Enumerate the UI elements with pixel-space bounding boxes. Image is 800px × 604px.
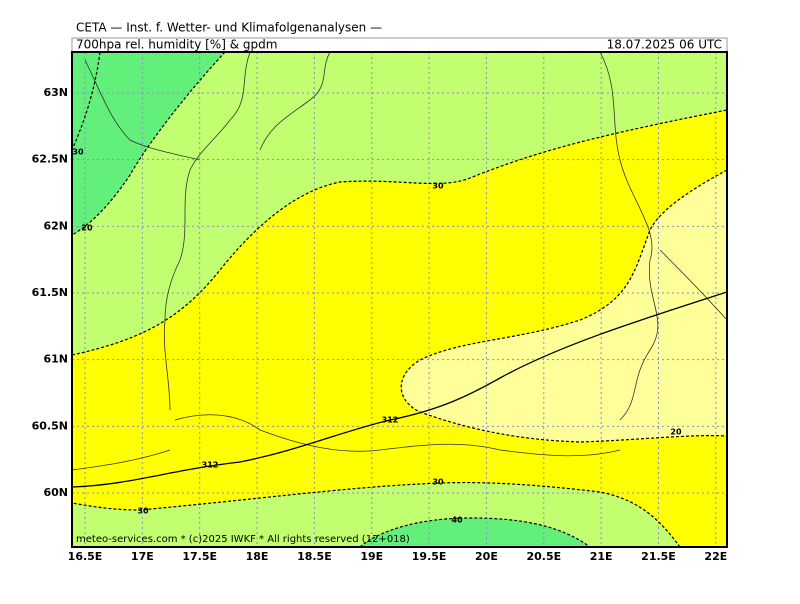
- footer: meteo-services.com * (c)2025 IWKF * All …: [76, 534, 410, 545]
- coastline: [163, 52, 659, 457]
- contour-label: 30: [432, 478, 444, 487]
- x-axis-label: 19E: [360, 550, 383, 563]
- contour-line: [72, 481, 681, 547]
- y-axis-label: 62.5N: [32, 153, 68, 166]
- y-axis-label: 60N: [43, 486, 68, 499]
- contour-label: 30: [72, 148, 84, 157]
- map-frame: [71, 51, 728, 548]
- contour-line: [72, 52, 101, 151]
- contour-label: 312: [202, 461, 219, 470]
- y-axis-label: 63N: [43, 86, 68, 99]
- x-axis-label: 19.5E: [412, 550, 447, 563]
- y-axis-label: 60.5N: [32, 419, 68, 432]
- grid: [72, 52, 727, 547]
- contour-label: 20: [81, 224, 93, 233]
- contour-line: [72, 109, 727, 356]
- x-axis-label: 20E: [475, 550, 498, 563]
- map-area: [72, 52, 727, 547]
- contour-label: 312: [382, 416, 399, 425]
- x-axis-label: 22E: [704, 550, 727, 563]
- x-axis-label: 17.5E: [182, 550, 217, 563]
- contour-line: [72, 52, 226, 236]
- y-axis-label: 61.5N: [32, 286, 68, 299]
- contour-label: 30: [137, 507, 149, 516]
- geopotential-line: [72, 291, 727, 488]
- contour-label: 30: [432, 182, 444, 191]
- contour-line: [359, 517, 591, 547]
- x-axis-label: 18E: [246, 550, 269, 563]
- valid-time: 18.07.2025 06 UTC: [607, 38, 722, 52]
- x-axis-label: 18.5E: [297, 550, 332, 563]
- x-axis-label: 21E: [590, 550, 613, 563]
- x-axis-label: 21.5E: [641, 550, 676, 563]
- river: [72, 59, 727, 471]
- x-axis-label: 16.5E: [68, 550, 103, 563]
- humidity-high-region: [72, 52, 225, 235]
- x-axis-label: 17E: [131, 550, 154, 563]
- contour-label: 20: [670, 428, 682, 437]
- humidity-high-region: [360, 518, 590, 547]
- y-axis-label: 61N: [43, 353, 68, 366]
- header-title: CETA — Inst. f. Wetter- und Klimafolgena…: [76, 21, 382, 35]
- humidity-low-region: [401, 170, 727, 442]
- contour-label: 40: [451, 516, 463, 525]
- header-subtitle: 700hpa rel. humidity [%] & gpdm: [76, 38, 277, 52]
- y-axis-label: 62N: [43, 219, 68, 232]
- x-axis-label: 20.5E: [526, 550, 561, 563]
